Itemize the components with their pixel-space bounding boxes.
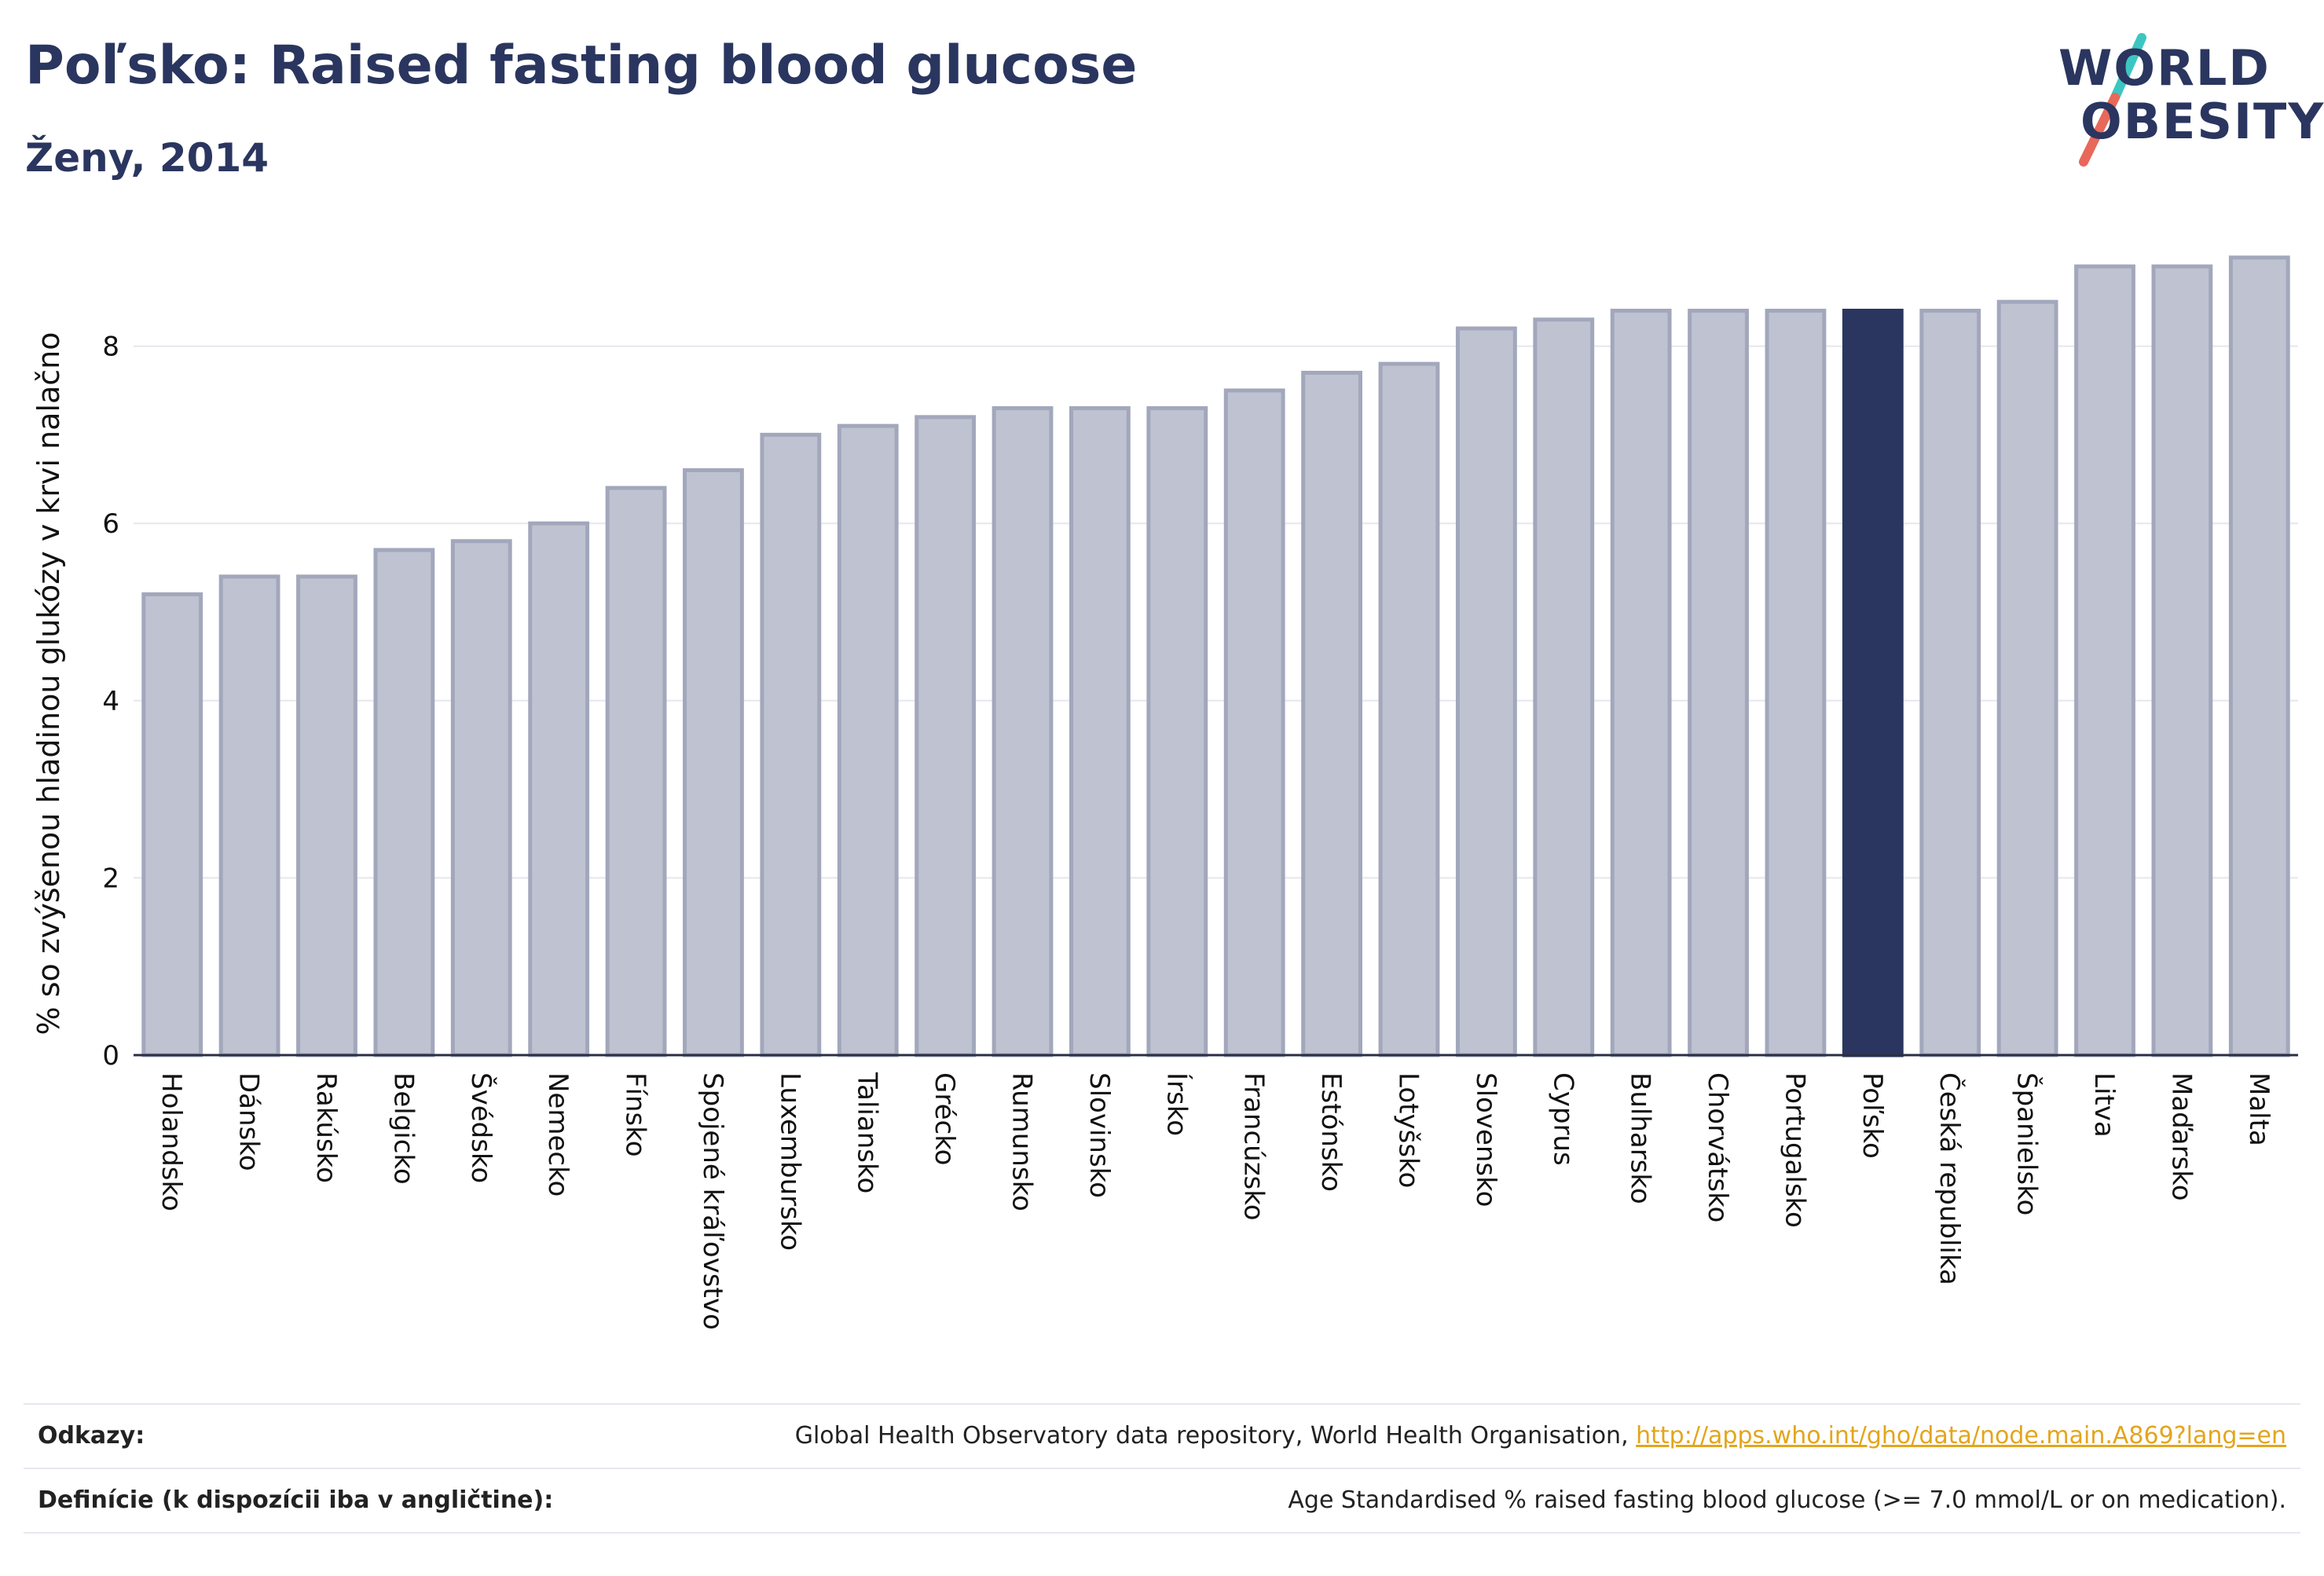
y-tick-label: 2 xyxy=(102,863,119,894)
x-tick-label: Maďarsko xyxy=(2165,1072,2197,1201)
x-tick-label: Poľsko xyxy=(1857,1072,1888,1159)
bar xyxy=(1996,299,2058,1057)
x-tick-label: Španielsko xyxy=(2011,1072,2044,1215)
x-tick-label: Rumunsko xyxy=(1006,1072,1038,1211)
x-tick-label: Fínsko xyxy=(620,1072,651,1157)
footer-definitions-row: Definície (k dispozícii iba v angličtine… xyxy=(24,1471,2300,1530)
x-tick-label: Česká republika xyxy=(1934,1072,1966,1285)
footer-references-row: Odkazy: Global Health Observatory data r… xyxy=(24,1406,2300,1466)
x-tick-label: Grécko xyxy=(929,1072,960,1165)
logo-slash-icon xyxy=(2079,33,2146,167)
bar xyxy=(141,592,203,1057)
x-tick-label: Slovensko xyxy=(1470,1072,1501,1207)
bar xyxy=(1223,388,1285,1057)
x-tick-label: Chorvátsko xyxy=(1702,1072,1733,1222)
bar xyxy=(2228,255,2290,1057)
x-tick-label: Luxembursko xyxy=(774,1072,805,1251)
x-tick-label: Malta xyxy=(2243,1072,2275,1146)
footer-divider-bottom xyxy=(24,1532,2300,1534)
bar xyxy=(528,521,590,1057)
bar xyxy=(1069,406,1131,1057)
x-tick-label: Švédsko xyxy=(465,1072,497,1183)
definitions-value: Age Standardised % raised fasting blood … xyxy=(1288,1486,2286,1514)
bar xyxy=(296,574,357,1057)
bar xyxy=(218,574,280,1057)
y-tick-label: 0 xyxy=(102,1040,119,1072)
x-tick-label: Bulharsko xyxy=(1625,1072,1656,1204)
x-tick-label: Francúzsko xyxy=(1238,1072,1270,1221)
bar xyxy=(2074,264,2135,1057)
footer-divider-middle xyxy=(24,1468,2300,1469)
chart-title: Poľsko: Raised fasting blood glucose xyxy=(25,35,1138,97)
bar xyxy=(1688,308,1749,1057)
references-label: Odkazy: xyxy=(38,1422,145,1450)
x-tick-label: Holandsko xyxy=(156,1072,187,1211)
bar xyxy=(1919,308,1981,1057)
x-tick-label: Taliansko xyxy=(852,1072,883,1193)
bar xyxy=(1533,317,1595,1057)
logo-line-2: OBESITY xyxy=(2080,93,2324,150)
y-tick-label: 8 xyxy=(102,332,119,363)
bar xyxy=(915,415,977,1057)
chart-subtitle: Ženy, 2014 xyxy=(25,135,269,181)
bar xyxy=(1765,308,1827,1057)
references-text: Global Health Observatory data repositor… xyxy=(794,1422,1637,1450)
world-obesity-logo[interactable]: WORLD OBESITY xyxy=(2043,31,2323,173)
bar xyxy=(1455,326,1517,1057)
bar xyxy=(760,432,822,1057)
definitions-label: Definície (k dispozícii iba v angličtine… xyxy=(38,1486,554,1514)
bar-chart: 0 2 4 6 8 Holandsko Dánsko Rakúsko Belgicko Švéds… xyxy=(102,255,2298,1330)
references-link[interactable]: http://apps.who.int/gho/data/node.main.A… xyxy=(1636,1422,2286,1450)
bar xyxy=(1842,308,1904,1057)
x-tick-label: Írsko xyxy=(1160,1072,1193,1136)
x-tick-label: Spojené kráľovstvo xyxy=(697,1072,728,1330)
bar xyxy=(1301,370,1362,1057)
x-tick-label: Lotyšsko xyxy=(1392,1072,1424,1188)
bar xyxy=(1146,406,1208,1057)
bar xyxy=(1378,361,1440,1057)
bar xyxy=(992,406,1054,1057)
y-tick-label: 6 xyxy=(102,508,119,540)
bar xyxy=(605,486,667,1057)
x-tick-label: Belgicko xyxy=(387,1072,419,1185)
bar xyxy=(2151,264,2213,1057)
x-tick-label: Litva xyxy=(2088,1072,2120,1138)
bar xyxy=(683,468,744,1057)
x-tick-label: Estónsko xyxy=(1315,1072,1347,1192)
logo-line-1: WORLD xyxy=(2058,39,2271,97)
x-tick-label: Slovinsko xyxy=(1083,1072,1115,1198)
y-tick-label: 4 xyxy=(102,686,119,717)
footer-divider-top xyxy=(24,1403,2300,1405)
bar xyxy=(450,539,512,1057)
x-tick-label: Nemecko xyxy=(542,1072,574,1197)
x-tick-label: Cyprus xyxy=(1547,1072,1578,1166)
bar xyxy=(373,548,435,1057)
x-tick-label: Rakúsko xyxy=(310,1072,342,1183)
bar xyxy=(1610,308,1672,1057)
bar xyxy=(837,423,899,1057)
x-tick-label: Portugalsko xyxy=(1779,1072,1810,1228)
references-value: Global Health Observatory data repositor… xyxy=(795,1422,2286,1450)
x-tick-label: Dánsko xyxy=(233,1072,265,1171)
